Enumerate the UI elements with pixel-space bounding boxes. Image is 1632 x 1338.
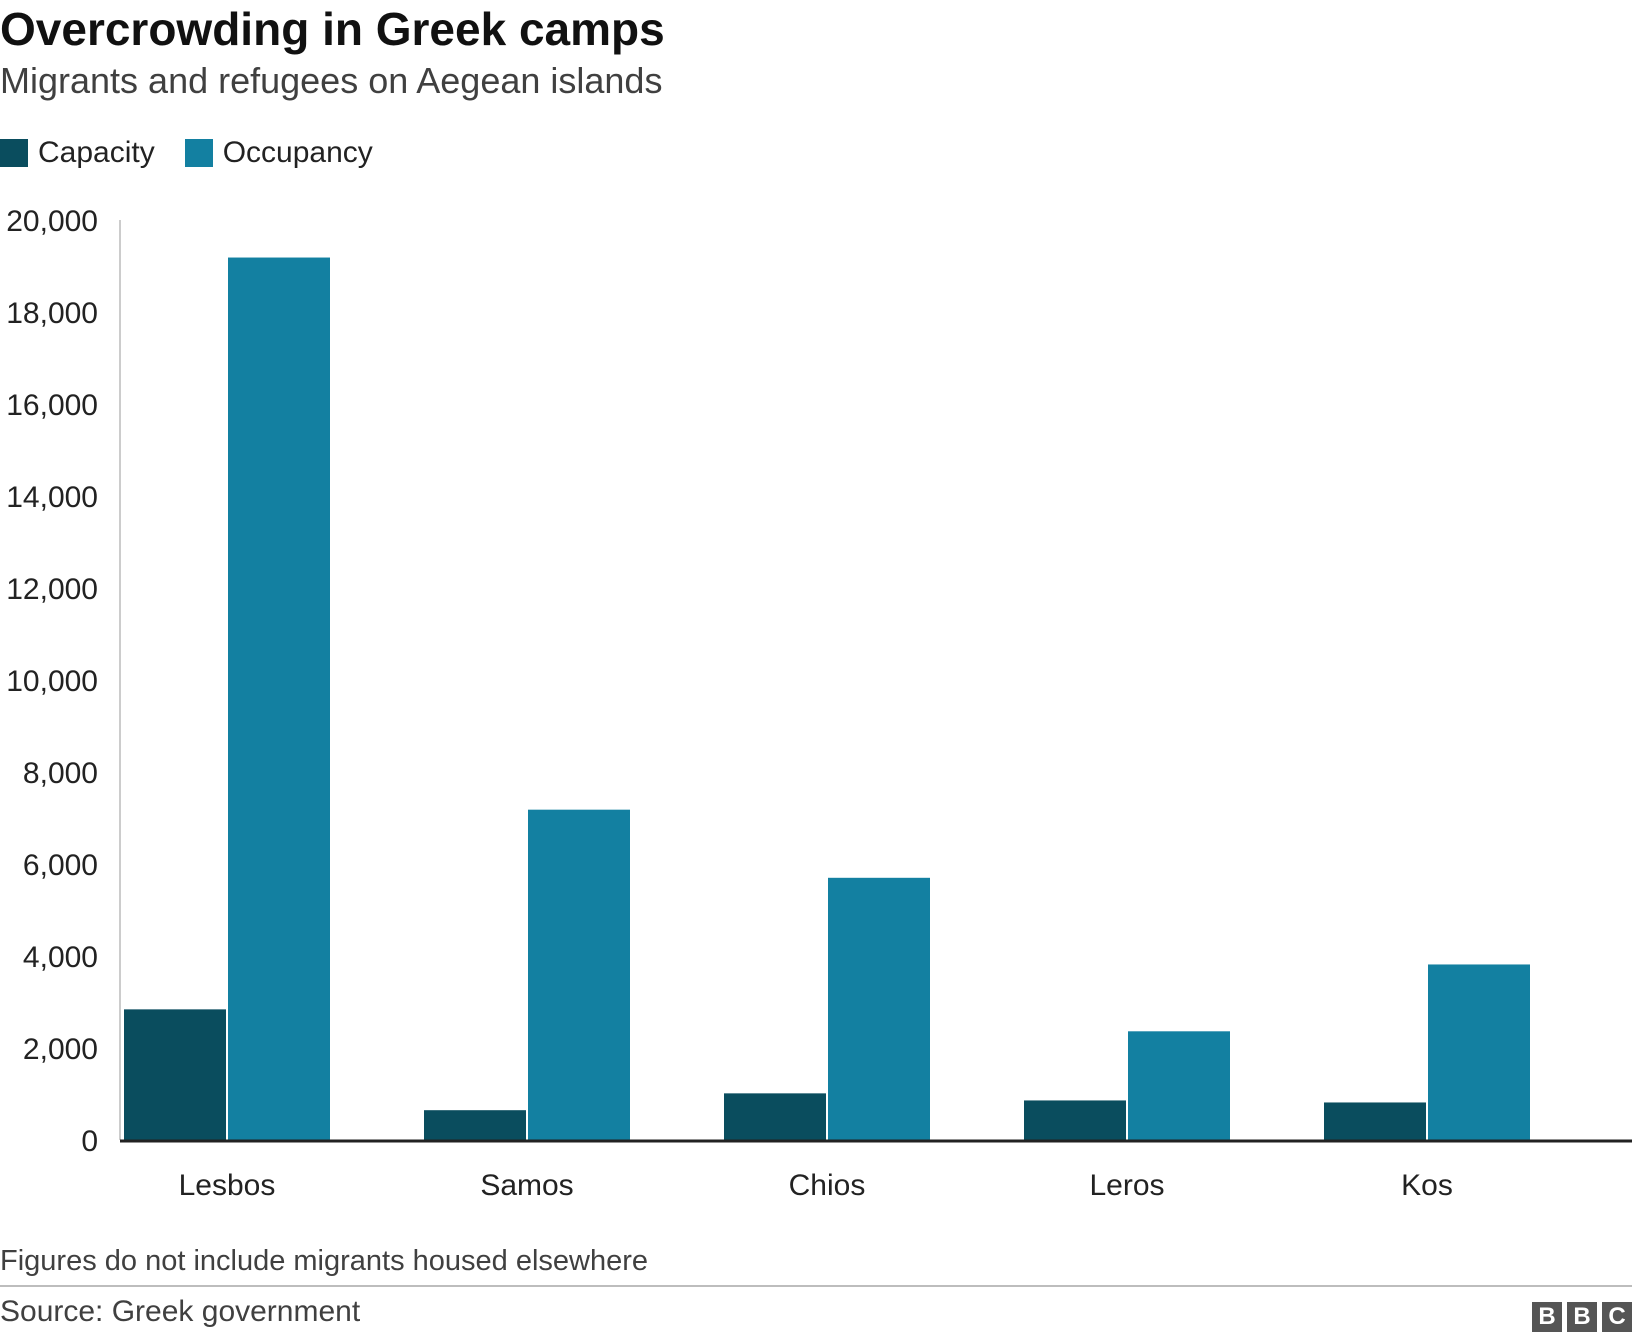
chart-source: Source: Greek government [0,1295,361,1328]
legend-label-capacity: Capacity [38,136,155,169]
y-tick-label: 20,000 [6,205,98,238]
x-tick-label: Kos [1401,1169,1453,1200]
legend-item-occupancy: Occupancy [184,136,373,170]
chart-subtitle: Migrants and refugees on Aegean islands [0,60,663,101]
legend-swatch-capacity [0,139,28,167]
bar-capacity-leros [1024,1100,1126,1140]
bar-occupancy-lesbos [228,257,330,1140]
legend-item-capacity: Capacity [0,136,155,170]
chart-title: Overcrowding in Greek camps [0,3,665,55]
y-tick-label: 6,000 [23,849,98,882]
x-tick-label: Lesbos [179,1169,276,1200]
footer-divider [0,1285,1632,1287]
legend: Capacity Occupancy [0,136,403,170]
y-tick-label: 8,000 [23,757,98,790]
x-tick-label: Chios [789,1169,866,1200]
y-tick-label: 4,000 [23,941,98,974]
y-tick-label: 0 [81,1125,98,1158]
bar-capacity-kos [1324,1102,1426,1140]
legend-swatch-occupancy [184,139,213,167]
legend-label-occupancy: Occupancy [222,136,373,169]
chart-footnote: Figures do not include migrants housed e… [0,1245,649,1277]
bar-occupancy-chios [828,877,930,1140]
y-tick-label: 10,000 [6,665,98,698]
bbc-logo: B B C [1527,1302,1632,1332]
y-tick-label: 16,000 [6,389,98,422]
bar-capacity-lesbos [124,1009,226,1140]
bar-occupancy-kos [1428,964,1530,1140]
bbc-logo-letter: B [1567,1302,1597,1332]
y-tick-label: 2,000 [23,1033,98,1066]
x-tick-label: Leros [1089,1169,1164,1200]
bar-occupancy-samos [528,809,630,1140]
bar-chart: 0 2,000 4,000 6,000 8,000 10,000 12,000 14,000 1… [6,205,1632,1200]
y-tick-label: 12,000 [6,573,98,606]
bar-capacity-chios [724,1093,826,1140]
bar-capacity-samos [424,1110,526,1140]
x-tick-label: Samos [480,1169,573,1200]
bbc-logo-letter: C [1602,1302,1632,1332]
bbc-logo-letter: B [1532,1302,1562,1332]
y-tick-label: 14,000 [6,481,98,514]
bar-occupancy-leros [1128,1031,1230,1140]
y-tick-label: 18,000 [6,297,98,330]
